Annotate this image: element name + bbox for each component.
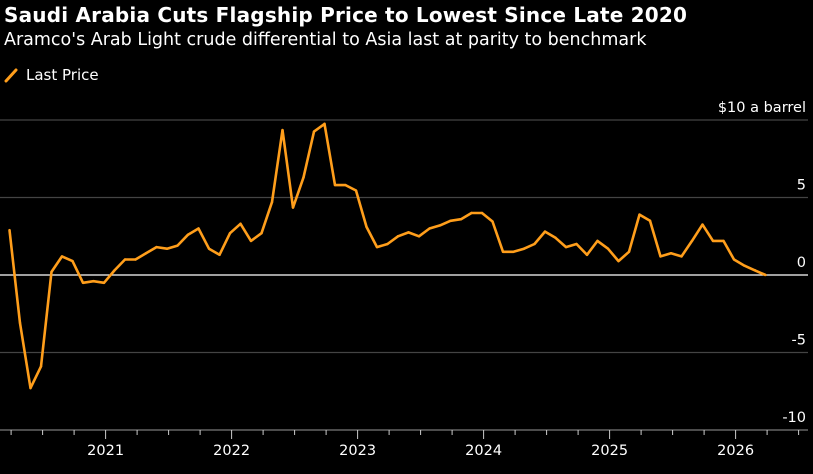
data-point: [585, 253, 589, 257]
data-point: [669, 252, 673, 255]
data-point: [249, 239, 253, 243]
data-point: [764, 273, 767, 277]
x-tick-label: 2022: [213, 443, 250, 459]
data-point: [302, 176, 305, 179]
data-point: [438, 224, 442, 227]
data-point: [711, 239, 715, 243]
data-point: [155, 245, 158, 249]
data-point: [18, 321, 22, 325]
data-point: [617, 259, 620, 263]
y-tick-label: -5: [792, 333, 806, 349]
series-line-last-price: [8, 122, 767, 390]
y-tick-label: -10: [782, 410, 806, 426]
data-point: [144, 252, 148, 255]
data-point: [722, 239, 725, 243]
data-point: [732, 258, 736, 261]
data-point: [459, 218, 463, 221]
legend-line-icon: [4, 68, 18, 83]
data-point: [512, 250, 515, 253]
data-point: [134, 258, 137, 261]
data-point: [480, 211, 484, 215]
x-tick-label: 2024: [465, 443, 502, 459]
data-point: [491, 220, 494, 223]
data-point: [501, 250, 505, 253]
y-tick-label: 5: [797, 178, 806, 194]
x-tick-label: 2025: [591, 443, 628, 459]
chart-subtitle: Aramco's Arab Light crude differential t…: [4, 30, 647, 50]
data-point: [522, 247, 526, 250]
data-point: [428, 227, 431, 230]
data-point: [39, 365, 43, 368]
data-point: [575, 242, 578, 246]
data-point: [113, 269, 116, 272]
data-point: [638, 213, 641, 216]
data-point: [449, 219, 452, 222]
data-point: [260, 231, 263, 235]
data-point: [50, 270, 53, 274]
data-point: [312, 130, 316, 133]
data-point: [71, 259, 74, 263]
data-point: [270, 200, 274, 204]
data-point: [60, 255, 64, 258]
data-point: [680, 255, 683, 258]
data-point: [218, 253, 221, 257]
data-point: [533, 242, 536, 246]
data-point: [417, 235, 421, 238]
data-point: [228, 231, 232, 235]
data-point: [323, 122, 326, 126]
data-point: [344, 183, 347, 187]
data-point: [564, 245, 568, 249]
legend: Last Price: [4, 66, 99, 84]
data-point: [291, 206, 295, 209]
data-point: [396, 235, 400, 238]
data-point: [176, 244, 179, 247]
data-point: [627, 250, 631, 253]
data-point: [365, 225, 368, 229]
x-tick-label: 2023: [339, 443, 376, 459]
data-point: [333, 183, 337, 187]
data-point: [690, 239, 694, 243]
y-tick-label: 0: [797, 255, 806, 271]
data-point: [354, 189, 358, 192]
data-point: [165, 247, 169, 250]
data-point: [543, 230, 547, 233]
x-tick-label: 2021: [87, 443, 124, 459]
data-point: [470, 211, 473, 215]
data-point: [606, 247, 610, 250]
data-point: [197, 227, 200, 230]
y-tick-label: $10 a barrel: [718, 100, 806, 116]
data-point: [596, 239, 599, 243]
data-point: [123, 258, 127, 261]
data-point: [701, 223, 704, 226]
data-point: [753, 269, 757, 272]
data-point: [375, 245, 379, 249]
data-point: [92, 280, 95, 283]
data-point: [239, 222, 242, 226]
chart-title: Saudi Arabia Cuts Flagship Price to Lowe…: [4, 3, 688, 27]
x-tick-label: 2026: [717, 443, 754, 459]
data-point: [407, 231, 410, 234]
legend-label: Last Price: [26, 66, 99, 84]
data-point: [281, 128, 284, 132]
data-point: [207, 247, 211, 250]
data-point: [743, 264, 746, 267]
data-point: [81, 281, 85, 284]
data-point: [29, 386, 32, 390]
data-point: [659, 255, 662, 258]
data-point: [102, 281, 106, 284]
data-point: [186, 233, 190, 236]
data-point: [8, 228, 11, 232]
data-point: [386, 242, 389, 246]
data-point: [648, 219, 652, 222]
data-point: [554, 236, 557, 239]
